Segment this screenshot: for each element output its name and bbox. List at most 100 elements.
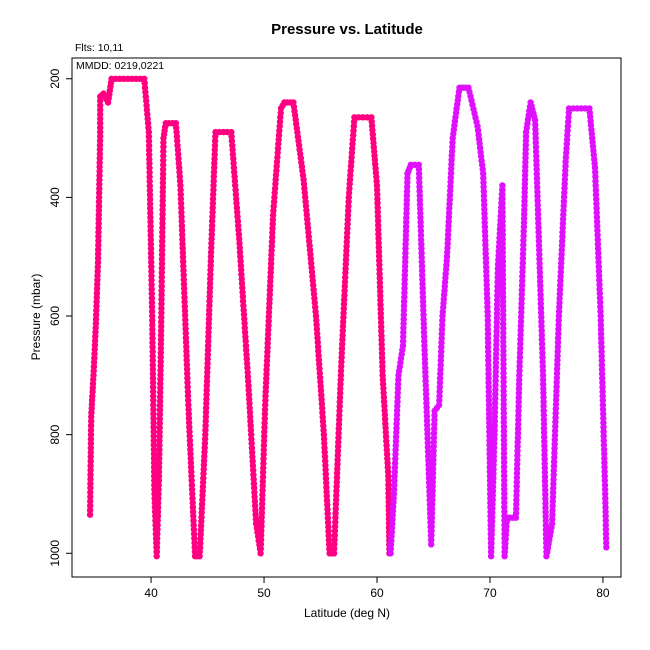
data-point <box>97 115 104 123</box>
data-point <box>598 348 605 355</box>
data-point <box>183 357 190 364</box>
data-point <box>148 294 156 302</box>
data-point <box>204 342 212 349</box>
data-point <box>501 486 508 493</box>
data-point <box>428 523 435 530</box>
data-point <box>148 299 156 306</box>
data-point <box>593 209 600 216</box>
data-point <box>147 236 154 243</box>
data-point <box>428 532 435 539</box>
data-point <box>520 241 527 249</box>
data-point <box>602 535 610 542</box>
data-point <box>260 446 267 454</box>
data-point <box>493 337 500 344</box>
data-point <box>499 262 507 270</box>
data-point <box>514 438 521 446</box>
data-point <box>599 388 606 395</box>
data-point <box>97 128 104 136</box>
data-point <box>147 232 154 239</box>
data-point <box>535 233 542 240</box>
data-point <box>595 272 603 279</box>
data-point <box>87 493 94 501</box>
data-point <box>184 383 191 391</box>
data-point <box>598 357 605 364</box>
data-point <box>156 393 164 401</box>
data-point <box>536 251 543 258</box>
data-point <box>205 333 212 340</box>
data-point <box>206 306 213 314</box>
data-point <box>207 271 214 278</box>
data-point <box>158 282 165 290</box>
data-point <box>259 482 266 490</box>
x-tick-label: 60 <box>370 586 384 600</box>
data-point <box>95 237 102 245</box>
data-point <box>601 450 608 458</box>
data-point <box>259 487 266 494</box>
data-point <box>334 456 341 464</box>
data-point <box>148 268 155 275</box>
data-point <box>594 222 601 230</box>
data-point <box>596 290 603 297</box>
data-point <box>513 487 520 495</box>
data-point <box>538 340 546 348</box>
data-point <box>499 218 506 225</box>
data-point <box>212 133 219 140</box>
data-point <box>260 451 267 458</box>
data-point <box>602 526 610 533</box>
data-point <box>202 404 210 412</box>
data-point <box>485 406 493 413</box>
data-point <box>87 475 94 483</box>
data-point <box>158 278 165 285</box>
data-point <box>158 296 165 303</box>
data-point <box>601 459 608 466</box>
data-point <box>491 418 498 425</box>
data-point <box>482 250 489 257</box>
data-point <box>424 448 432 455</box>
x-axis-label: Latitude (deg N) <box>304 606 390 620</box>
y-axis-label: Pressure (mbar) <box>29 274 43 361</box>
data-point <box>515 421 522 428</box>
data-point <box>491 413 498 420</box>
data-point <box>185 415 193 422</box>
data-point <box>87 449 95 456</box>
data-point <box>499 285 507 292</box>
data-point <box>149 317 156 324</box>
data-point <box>150 437 157 444</box>
data-point <box>492 359 500 366</box>
data-point <box>597 330 605 337</box>
data-point <box>501 481 508 488</box>
data-point <box>485 375 492 382</box>
data-point <box>336 412 343 419</box>
data-point <box>150 428 157 435</box>
data-point <box>594 245 602 252</box>
data-point <box>150 450 158 458</box>
data-point <box>563 136 571 143</box>
data-point <box>534 202 541 209</box>
data-point <box>520 228 527 235</box>
data-point <box>333 478 340 486</box>
data-point <box>339 332 346 339</box>
data-point <box>499 253 506 261</box>
data-point <box>494 269 501 277</box>
data-point <box>485 352 492 360</box>
data-point <box>150 397 157 404</box>
data-point <box>484 339 492 346</box>
data-point <box>492 386 499 393</box>
data-point <box>418 258 425 265</box>
data-point <box>493 328 500 335</box>
data-point <box>179 254 187 261</box>
data-point <box>146 178 153 185</box>
data-point <box>181 298 188 306</box>
data-point <box>493 319 500 326</box>
data-point <box>150 419 157 426</box>
data-point <box>208 222 216 229</box>
data-point <box>87 489 94 496</box>
data-point <box>186 441 194 449</box>
data-point <box>158 323 165 330</box>
data-point <box>259 478 266 485</box>
data-point <box>238 266 245 274</box>
data-point <box>87 471 94 478</box>
data-point <box>428 505 436 512</box>
data-point <box>499 258 507 265</box>
